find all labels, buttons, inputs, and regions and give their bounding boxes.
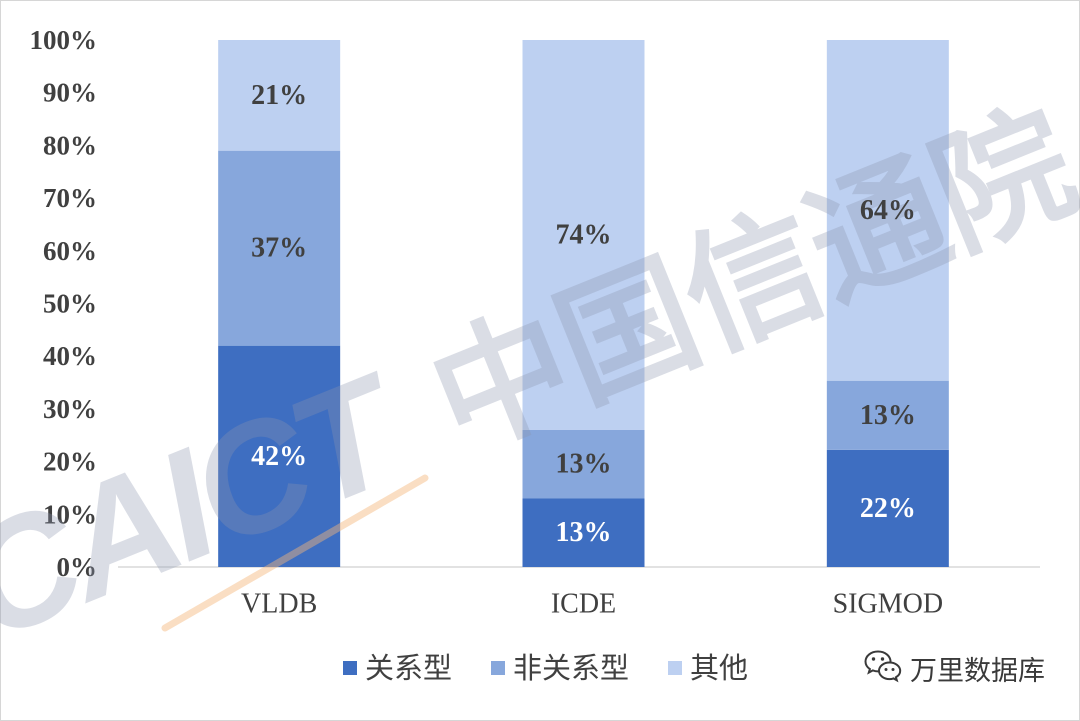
wechat-icon <box>864 649 902 687</box>
source-account-name: 万里数据库 <box>910 655 1045 687</box>
y-tick-label: 20% <box>43 447 97 477</box>
bar-icde-series-1 <box>522 498 645 567</box>
data-label-icde-series-2: 13% <box>556 449 612 480</box>
y-tick-label: 40% <box>43 341 97 371</box>
x-tick-label-icde: ICDE <box>551 589 616 620</box>
data-label-sigmod-series-1: 22% <box>860 493 916 524</box>
y-tick-label: 100% <box>30 25 98 55</box>
data-labels: 42% 37% 21% 13% 13% 74% 22% 13% 64% <box>251 80 916 548</box>
y-tick-label: 90% <box>43 78 97 108</box>
bar-icde-series-2 <box>522 429 645 499</box>
x-tick-label-vldb: VLDB <box>241 589 317 620</box>
legend-item-relational: 关系型 <box>343 650 452 686</box>
y-axis-tick-labels: 0% 10% 20% 30% 40% 50% 60% 70% 80% 90% 100% <box>30 25 98 582</box>
y-tick-label: 0% <box>57 552 98 582</box>
legend-label-other: 其他 <box>690 651 749 685</box>
bar-vldb-series-3 <box>218 40 341 151</box>
x-tick-label-sigmod: SIGMOD <box>833 589 943 620</box>
data-label-vldb-series-3: 21% <box>251 80 307 111</box>
data-label-icde-series-1: 13% <box>556 517 612 548</box>
legend-label-non-relational: 非关系型 <box>513 651 630 685</box>
bar-vldb-series-2 <box>218 150 341 346</box>
data-label-vldb-series-1: 42% <box>251 441 307 472</box>
legend-item-non-relational: 非关系型 <box>491 650 629 686</box>
y-tick-label: 60% <box>43 236 97 266</box>
watermark-chinese-text: 中国信通院 <box>411 82 1080 480</box>
bar-sigmod-series-2 <box>826 380 949 450</box>
data-label-sigmod-series-3: 64% <box>860 195 916 226</box>
y-tick-label: 50% <box>43 289 97 319</box>
bar-sigmod-series-3 <box>826 40 949 381</box>
data-label-sigmod-series-2: 13% <box>860 400 916 431</box>
y-tick-label: 70% <box>43 183 97 213</box>
y-tick-label: 80% <box>43 130 97 160</box>
legend-swatch-non-relational <box>491 661 505 675</box>
y-tick-label: 10% <box>43 499 97 529</box>
legend-swatch-other <box>668 661 682 675</box>
source-branding: 万里数据库 <box>864 649 1045 687</box>
bar-vldb-series-1 <box>218 345 341 567</box>
legend-swatch-relational <box>343 661 357 675</box>
bar-segments <box>218 40 949 567</box>
y-tick-label: 30% <box>43 394 97 424</box>
bar-icde-series-3 <box>522 40 645 430</box>
legend-item-other: 其他 <box>668 650 748 686</box>
legend-label-relational: 关系型 <box>365 651 453 685</box>
bar-sigmod-series-1 <box>826 449 949 567</box>
x-axis-tick-labels: VLDB ICDE SIGMOD <box>241 589 943 620</box>
data-label-icde-series-3: 74% <box>556 219 612 250</box>
data-label-vldb-series-2: 37% <box>251 233 307 264</box>
